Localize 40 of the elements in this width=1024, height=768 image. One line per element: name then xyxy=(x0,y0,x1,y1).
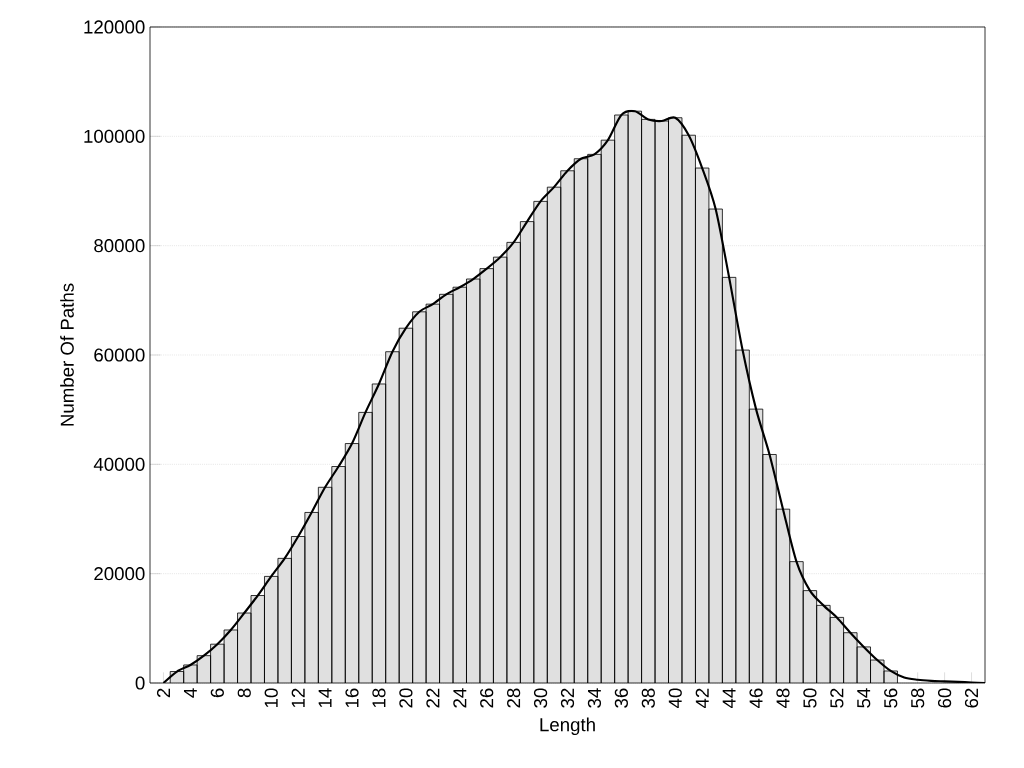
x-tick-label: 30 xyxy=(533,688,548,708)
y-tick-label: 80000 xyxy=(94,239,145,253)
x-tick-label: 44 xyxy=(722,688,736,709)
x-tick-label: 8 xyxy=(237,688,251,698)
x-tick-label: 22 xyxy=(426,688,440,708)
x-tick-label: 12 xyxy=(291,688,305,708)
x-tick-label: 54 xyxy=(857,688,871,708)
y-tick-label: 0 xyxy=(135,676,145,690)
x-tick-label: 52 xyxy=(830,688,844,708)
x-tick-label: 36 xyxy=(614,688,628,708)
y-axis-title: Number Of Paths xyxy=(60,283,74,426)
x-tick-label: 6 xyxy=(210,688,224,698)
x-tick-label: 28 xyxy=(507,688,521,708)
x-axis-title: Length xyxy=(540,717,595,736)
y-tick-label: 40000 xyxy=(93,457,145,471)
x-tick-label: 58 xyxy=(911,688,925,708)
x-tick-label: 62 xyxy=(964,688,979,708)
x-tick-label: 16 xyxy=(345,688,359,708)
x-tick-label: 40 xyxy=(668,688,682,709)
y-tick-label: 100000 xyxy=(84,129,145,143)
y-tick-label: 20000 xyxy=(94,567,145,581)
x-tick-label: 32 xyxy=(560,688,575,708)
x-tick-label: 60 xyxy=(937,688,952,708)
x-tick-label: 26 xyxy=(480,688,494,708)
x-tick-label: 4 xyxy=(183,688,197,698)
x-tick-label: 18 xyxy=(372,688,386,708)
x-tick-label: 14 xyxy=(318,688,332,708)
y-tick-label: 120000 xyxy=(84,20,145,34)
y-tick-label: 60000 xyxy=(94,348,145,362)
x-tick-label: 34 xyxy=(587,688,602,708)
x-tick-label: 46 xyxy=(749,688,763,709)
x-tick-label: 2 xyxy=(156,688,170,698)
x-tick-label: 42 xyxy=(695,688,709,709)
x-tick-label: 10 xyxy=(264,688,278,708)
x-tick-label: 56 xyxy=(884,688,898,708)
x-tick-label: 20 xyxy=(399,688,413,708)
x-tick-label: 38 xyxy=(641,688,655,708)
x-tick-label: 50 xyxy=(803,688,817,708)
x-tick-label: 24 xyxy=(453,688,467,708)
x-tick-label: 48 xyxy=(776,688,790,709)
